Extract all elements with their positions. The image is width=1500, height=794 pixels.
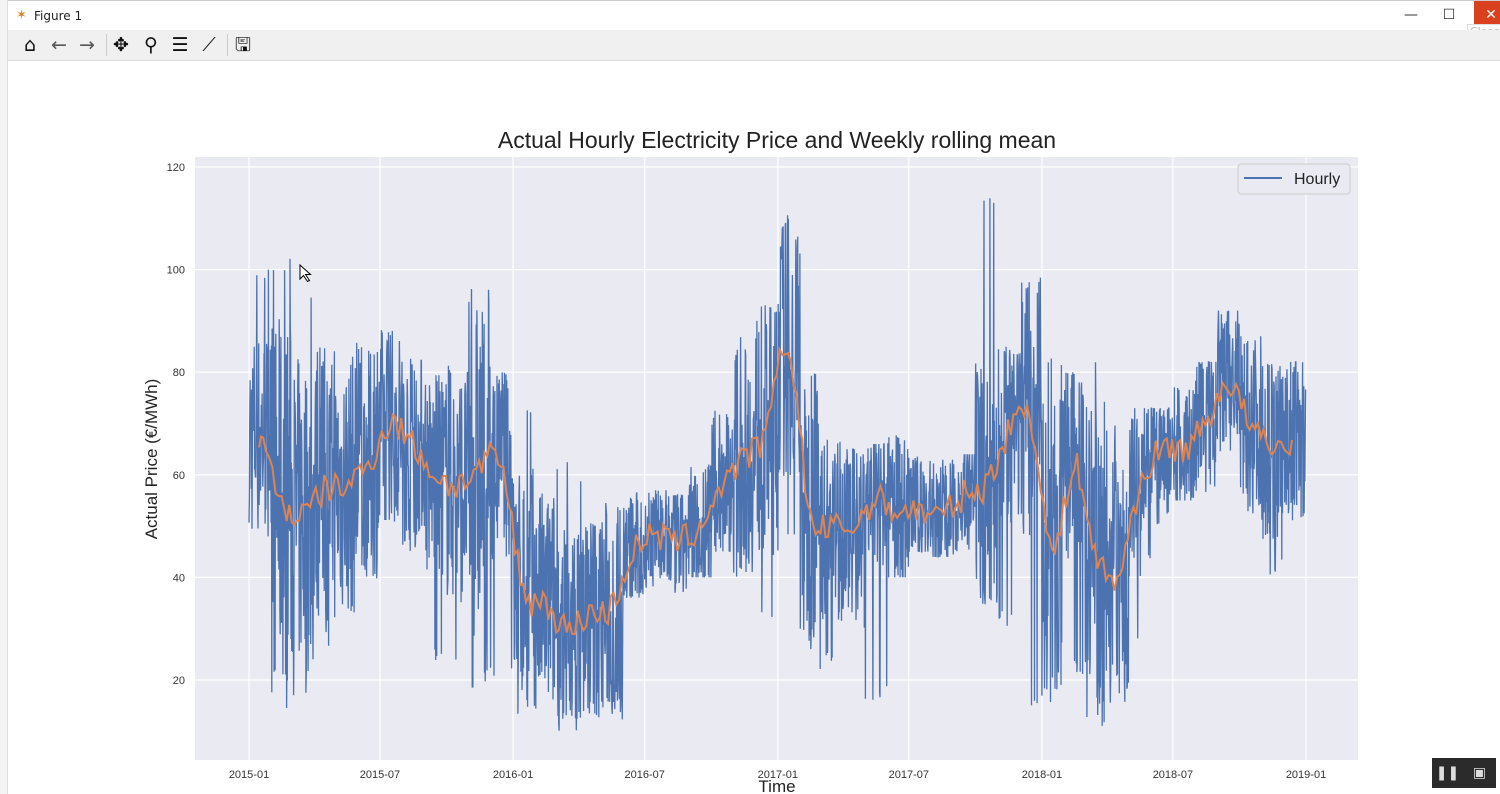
- pan-icon[interactable]: ✥: [113, 34, 129, 56]
- save-icon[interactable]: 🖫: [234, 34, 252, 56]
- desktop-edge: [0, 0, 8, 794]
- navigation-toolbar: ⌂ ← → ✥ ⚲ ☰ ⟋ 🖫: [8, 30, 1500, 61]
- y-tick-label: 60: [173, 470, 185, 482]
- legend: Hourly: [1237, 163, 1351, 195]
- edit-axis-icon[interactable]: ⟋: [202, 34, 216, 56]
- minimize-button[interactable]: —: [1404, 7, 1418, 23]
- back-icon[interactable]: ←: [51, 34, 67, 56]
- forward-icon[interactable]: →: [79, 34, 95, 56]
- tick-labels: 2015-01 2015-07 2016-01 2016-07 2017-01 2017-…: [167, 162, 1327, 781]
- x-tick-label: 2019-01: [1286, 769, 1326, 781]
- y-tick-label: 40: [173, 572, 185, 584]
- picture-in-picture-icon[interactable]: ▣: [1472, 765, 1487, 781]
- chart-title: Actual Hourly Electricity Price and Week…: [498, 127, 1056, 153]
- window-title: Figure 1: [34, 9, 83, 23]
- x-tick-label: 2015-07: [360, 769, 400, 781]
- x-tick-label: 2016-07: [625, 769, 665, 781]
- matplotlib-app-icon: ✶: [16, 8, 27, 23]
- maximize-button[interactable]: ☐: [1442, 7, 1456, 23]
- x-tick-label: 2016-01: [493, 769, 533, 781]
- zoom-icon[interactable]: ⚲: [144, 34, 158, 56]
- x-tick-label: 2015-01: [229, 769, 269, 781]
- y-tick-label: 20: [173, 675, 185, 687]
- x-tick-label: 2018-01: [1022, 769, 1062, 781]
- x-axis-label: Time: [758, 777, 795, 794]
- y-axis-label: Actual Price (€/MWh): [142, 379, 161, 540]
- rolling-mean-line: [258, 345, 1293, 636]
- legend-hourly-label: Hourly: [1294, 171, 1340, 188]
- y-tick-label: 120: [167, 162, 185, 174]
- legend-box: [1237, 163, 1351, 195]
- mouse-cursor: [299, 263, 312, 283]
- configure-subplots-icon[interactable]: ☰: [171, 34, 189, 56]
- y-tick-label: 100: [167, 265, 185, 277]
- pause-icon[interactable]: ❚❚: [1435, 765, 1460, 781]
- video-overlay-controls: ❚❚ ▣: [1432, 758, 1496, 788]
- x-tick-label: 2017-07: [889, 769, 929, 781]
- y-tick-label: 80: [173, 367, 185, 379]
- rolling-mean-series: [258, 345, 1293, 636]
- hourly-series: [248, 198, 1307, 731]
- hourly-line: [248, 198, 1307, 731]
- x-tick-label: 2017-01: [758, 769, 798, 781]
- x-tick-label: 2018-07: [1153, 769, 1193, 781]
- home-icon[interactable]: ⌂: [23, 34, 37, 56]
